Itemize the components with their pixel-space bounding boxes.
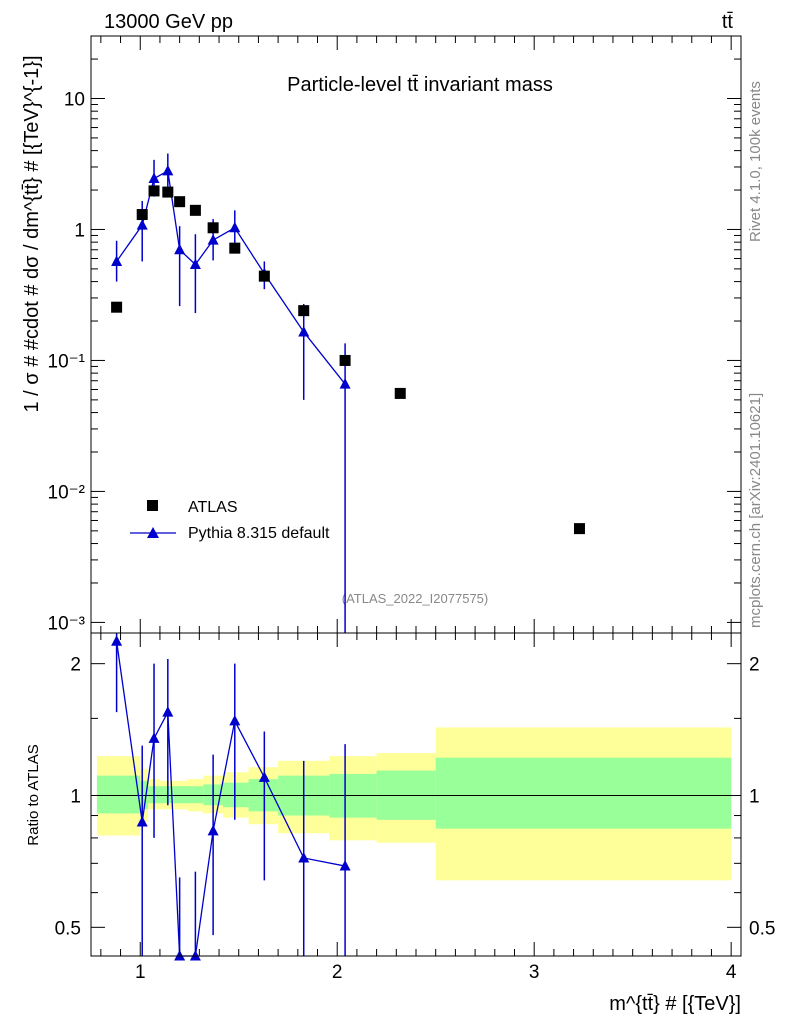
legend-pythia-marker	[147, 527, 159, 538]
pythia-point	[148, 172, 160, 183]
pythia-point	[162, 164, 174, 176]
analysis-id-label: (ATLAS_2022_I2077575)	[342, 591, 488, 606]
ratio-inner-band	[435, 757, 732, 829]
ratio-y-tick-label: 1	[70, 786, 81, 807]
rivet-info-label: Rivet 4.1.0, 100k events	[747, 81, 764, 242]
x-tick-label: 2	[332, 962, 343, 983]
legend-pythia-label: Pythia 8.315 default	[188, 525, 330, 542]
main-y-tick-label: 10⁻¹	[48, 351, 86, 372]
main-y-tick-label: 10	[64, 89, 85, 110]
legend-atlas-label: ATLAS	[188, 499, 238, 516]
pythia-point	[189, 258, 201, 270]
main-y-tick-label: 10⁻³	[48, 613, 86, 634]
pythia-point	[111, 255, 123, 266]
mcplots-label: mcplots.cern.ch [arXiv:2401.10621]	[747, 393, 764, 628]
main-axis-ticks: 10⁻³ 10⁻² 10⁻¹ 1 10	[48, 35, 741, 634]
ratio-inner-band	[173, 786, 188, 804]
atlas-point	[207, 222, 219, 234]
atlas-point	[298, 305, 310, 317]
ratio-point	[189, 950, 201, 961]
atlas-point	[189, 204, 201, 216]
ratio-inner-band	[222, 782, 249, 808]
ratio-inner-band	[96, 775, 141, 814]
main-panel: Particle-level tt̄ invariant mass (ATLAS…	[21, 35, 742, 634]
main-data-marks	[111, 153, 585, 633]
atlas-point	[162, 186, 174, 198]
ratio-point	[339, 860, 351, 871]
ratio-y-tick-label-right: 1	[749, 786, 760, 807]
atlas-point	[148, 185, 160, 197]
x-axis-label: m^{tt̄} # [{TeV}]	[609, 993, 741, 1015]
atlas-point	[174, 196, 186, 208]
chart-title: Particle-level tt̄ invariant mass	[287, 74, 553, 96]
x-tick-label: 3	[529, 962, 540, 983]
ratio-inner-band	[187, 786, 204, 804]
y-axis-label: 1 / σ # #cdot # dσ / dm^{tt̄} # [{TeV}^{…	[21, 55, 43, 412]
atlas-point	[111, 301, 123, 313]
ratio-y-tick-label-right: 0.5	[749, 918, 775, 939]
main-panel-background	[91, 36, 741, 633]
atlas-point	[258, 270, 270, 282]
atlas-point	[339, 354, 351, 366]
ratio-point	[162, 706, 174, 717]
ratio-y-tick-label: 2	[70, 655, 81, 676]
x-tick-label: 1	[135, 962, 146, 983]
pythia-point	[229, 221, 241, 233]
atlas-point	[229, 242, 241, 254]
ratio-point	[148, 732, 160, 743]
ratio-panel: 0.5 0.5 1 1 2 2 1 2 3 4 Ratio to ATLAS m^{tt̄} # …	[25, 632, 775, 1015]
x-tick-label: 4	[726, 962, 737, 983]
atlas-point	[136, 209, 148, 221]
ratio-y-axis-label: Ratio to ATLAS	[25, 744, 42, 845]
ratio-point	[298, 851, 310, 863]
ratio-bands	[96, 727, 732, 881]
legend: ATLAS Pythia 8.315 default	[130, 499, 330, 542]
main-y-tick-label: 1	[74, 220, 85, 241]
atlas-point	[573, 523, 585, 535]
ratio-point	[207, 824, 219, 836]
ratio-axis-ticks: 0.5 0.5 1 1 2 2 1 2 3 4	[55, 633, 775, 983]
pythia-point	[339, 378, 351, 389]
energy-label: 13000 GeV pp	[104, 11, 233, 33]
pythia-point	[298, 325, 310, 337]
ratio-y-tick-label: 0.5	[55, 918, 81, 939]
legend-atlas-marker	[147, 500, 158, 511]
main-y-tick-label: 10⁻²	[48, 482, 86, 503]
ratio-inner-band	[159, 786, 174, 804]
pythia-point	[207, 234, 219, 245]
ratio-point	[229, 714, 241, 726]
ratio-point	[258, 771, 270, 782]
pythia-point	[174, 243, 186, 255]
ratio-point	[136, 815, 148, 827]
atlas-point	[394, 387, 406, 399]
process-label: tt̄	[722, 11, 734, 33]
pythia-point	[136, 219, 148, 230]
ratio-y-tick-label-right: 2	[749, 655, 760, 676]
ratio-panel-frame	[90, 632, 742, 957]
ratio-point	[111, 635, 123, 646]
